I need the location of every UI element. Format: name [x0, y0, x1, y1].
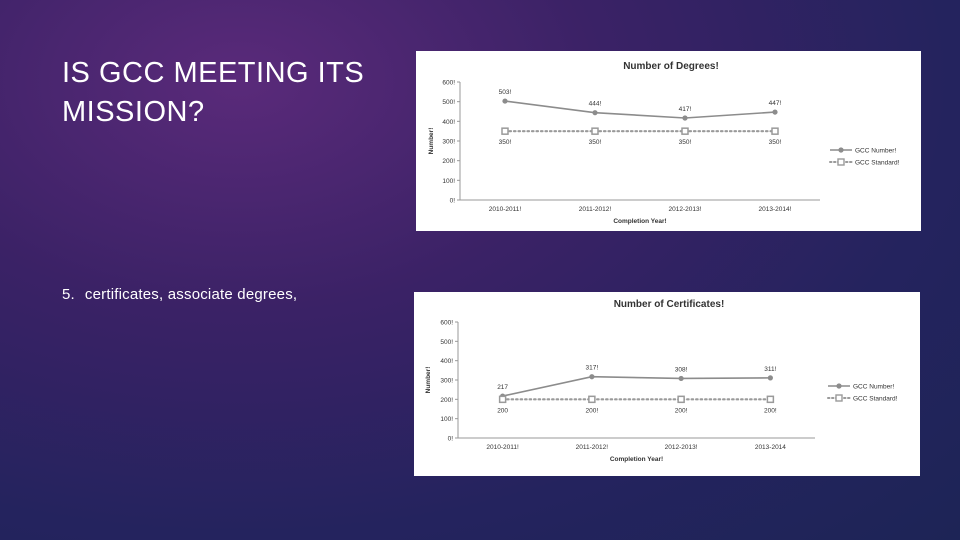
- series-1-point: [772, 109, 777, 114]
- x-tick-label: 2011-2012!: [576, 444, 609, 451]
- x-axis-label: Completion Year!: [613, 218, 666, 225]
- y-tick-label: 500!: [442, 99, 455, 106]
- data-label: 447!: [769, 100, 782, 107]
- legend-entry: GCC Standard!: [855, 160, 900, 167]
- x-tick-label: 2011-2012!: [579, 206, 612, 213]
- data-label: 350!: [499, 139, 512, 146]
- data-label: 311!: [764, 366, 776, 373]
- y-tick-label: 400!: [442, 119, 455, 126]
- y-tick-label: 300!: [442, 139, 455, 146]
- legend-marker: [836, 395, 842, 401]
- series-2-point: [592, 128, 598, 134]
- y-tick-label: 200!: [440, 397, 453, 404]
- series-2-point: [589, 396, 595, 402]
- series-1-point: [768, 375, 773, 380]
- data-label: 200!: [675, 407, 688, 414]
- x-axis-label: Completion Year!: [610, 456, 663, 463]
- series-line-1: [505, 101, 775, 118]
- series-2-point: [678, 396, 684, 402]
- x-tick-label: 2013-2014: [755, 444, 786, 451]
- bullet-number: 5.: [62, 286, 75, 303]
- series-2-point: [682, 128, 688, 134]
- series-line-1: [503, 377, 771, 396]
- degrees-chart-panel: Number of Degrees! 0! 100! 200! 300! 400! 500!…: [416, 51, 921, 231]
- legend-entry: GCC Standard!: [853, 396, 898, 403]
- y-tick-label: 100!: [440, 416, 453, 423]
- data-label: 200!: [586, 407, 599, 414]
- series-2-point: [500, 396, 506, 402]
- y-tick-label: 500!: [440, 339, 453, 346]
- series-2-point: [772, 128, 778, 134]
- x-tick-label: 2010-2011!: [489, 206, 522, 213]
- chart-title: Number of Certificates!: [614, 299, 725, 310]
- data-label: 503!: [499, 89, 512, 96]
- bullet-item: 5. certificates, associate degrees,: [62, 286, 297, 303]
- y-tick-label: 0!: [450, 198, 456, 205]
- data-label: 200!: [764, 407, 777, 414]
- data-label: 350!: [769, 139, 782, 146]
- data-label: 317!: [586, 365, 599, 372]
- legend-entry: GCC Number!: [853, 384, 894, 391]
- y-tick-label: 400!: [440, 358, 453, 365]
- series-1-point: [589, 374, 594, 379]
- legend-marker: [836, 383, 841, 388]
- y-tick-label: 300!: [440, 378, 453, 385]
- series-1-point: [502, 98, 507, 103]
- legend-marker: [838, 159, 844, 165]
- data-label: 350!: [589, 139, 602, 146]
- x-tick-label: 2012-2013!: [669, 206, 702, 213]
- data-label: 217: [497, 384, 508, 391]
- series-1-point: [679, 376, 684, 381]
- data-label: 200: [497, 407, 508, 414]
- series-2-point: [502, 128, 508, 134]
- bullet-text: certificates, associate degrees,: [85, 286, 297, 303]
- series-1-point: [592, 110, 597, 115]
- y-axis-label: Number!: [428, 128, 435, 155]
- degrees-chart: Number of Degrees! 0! 100! 200! 300! 400! 500!…: [416, 51, 921, 231]
- y-tick-label: 0!: [448, 436, 454, 443]
- certificates-chart: Number of Certificates! 0! 100! 200! 300! 400…: [414, 292, 920, 476]
- legend-entry: GCC Number!: [855, 148, 896, 155]
- certificates-chart-panel: Number of Certificates! 0! 100! 200! 300! 400…: [414, 292, 920, 476]
- x-tick-label: 2013-2014!: [759, 206, 792, 213]
- y-tick-label: 600!: [440, 320, 453, 327]
- series-1-point: [682, 115, 687, 120]
- slide-title: IS GCC MEETING ITS MISSION?: [62, 54, 392, 132]
- y-tick-label: 600!: [442, 80, 455, 87]
- y-axis-label: Number!: [425, 367, 432, 394]
- series-2-point: [767, 396, 773, 402]
- data-label: 444!: [589, 101, 602, 108]
- data-label: 350!: [679, 139, 692, 146]
- x-tick-label: 2012-2013!: [665, 444, 698, 451]
- data-label: 417!: [679, 106, 692, 113]
- x-tick-label: 2010-2011!: [486, 444, 519, 451]
- y-tick-label: 100!: [442, 178, 455, 185]
- legend-marker: [838, 147, 843, 152]
- data-label: 308!: [675, 366, 688, 373]
- y-tick-label: 200!: [442, 158, 455, 165]
- chart-title: Number of Degrees!: [623, 61, 719, 72]
